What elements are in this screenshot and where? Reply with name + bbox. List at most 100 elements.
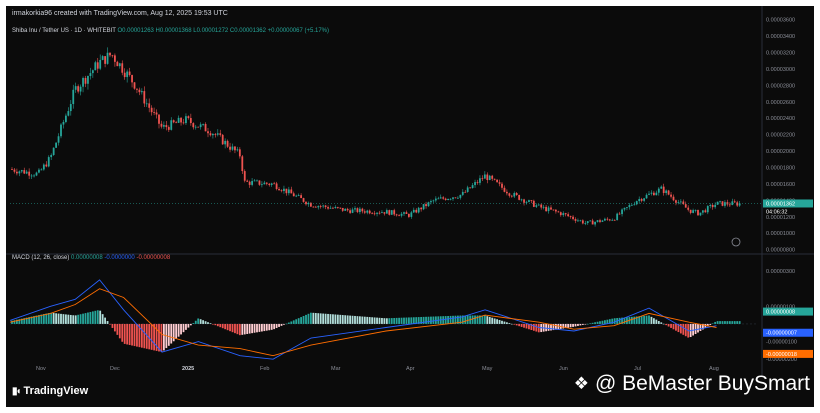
macd-histogram-bar (187, 323, 190, 328)
candle-body (562, 213, 565, 216)
macd-histogram-bar (123, 323, 126, 344)
candle-body (439, 197, 442, 199)
macd-histogram-bar (297, 318, 300, 324)
price-tick-label: 0.00002000 (766, 149, 795, 155)
candle-body (74, 86, 77, 90)
macd-histogram-bar (591, 322, 594, 324)
macd-histogram-bar (79, 314, 82, 324)
macd-histogram-bar (25, 317, 28, 324)
candle-body (79, 86, 82, 92)
macd-histogram-bar (197, 318, 200, 324)
macd-histogram-bar (501, 320, 503, 324)
macd-histogram-bar (368, 317, 371, 324)
binance-icon: ❖ (573, 374, 589, 393)
macd-histogram-bar (349, 315, 351, 324)
candle-body (346, 208, 349, 211)
candle-body (657, 188, 660, 193)
candle-body (314, 206, 317, 208)
macd-histogram-bar (359, 316, 361, 324)
macd-histogram-bar (307, 313, 310, 324)
candle-body (550, 207, 552, 210)
macd-histogram-bar (550, 323, 552, 331)
candle-body (349, 210, 351, 213)
candle-body (219, 133, 222, 135)
candle-body (479, 178, 481, 183)
lightning-icon[interactable] (731, 237, 741, 247)
macd-hist-tag: 0.00000008 (766, 310, 795, 316)
candle-body (33, 175, 35, 177)
candle-body (577, 220, 579, 222)
candle-body (491, 175, 494, 179)
candle-body (623, 207, 626, 210)
macd-histogram-bar (719, 321, 721, 324)
macd-histogram-bar (574, 323, 577, 327)
candle-body (359, 208, 361, 213)
macd-histogram-bar (638, 316, 641, 324)
watermark-text: @ BeMaster BuySmart (594, 372, 810, 395)
tradingview-logo[interactable]: ▮◖ TradingView (12, 385, 88, 397)
macd-histogram-bar (69, 314, 72, 324)
time-tick-label: Dec (110, 366, 120, 372)
candle-body (302, 198, 305, 202)
candle-body (270, 183, 273, 185)
price-tick-label: 0.00002200 (766, 133, 795, 139)
macd-histogram-bar (182, 323, 185, 333)
candle-body (488, 175, 491, 180)
macd-histogram-bar (111, 323, 114, 328)
candle-body (638, 199, 641, 202)
candle-body (89, 73, 92, 76)
candle-body (180, 117, 182, 123)
candle-body (672, 196, 675, 201)
candle-body (373, 213, 376, 215)
candle-body (557, 211, 560, 213)
macd-histogram-bar (692, 323, 694, 336)
macd-histogram-bar (672, 323, 675, 330)
chart-canvas[interactable]: 0.00003600 0.00003400 0.00003200 0.00003000… (6, 6, 814, 407)
candle-body (138, 89, 141, 93)
macd-histogram-bar (319, 313, 322, 324)
macd-histogram-bar (523, 323, 525, 328)
macd-histogram-bar (62, 314, 65, 324)
candle-body (283, 188, 285, 192)
candle-body (464, 191, 467, 193)
macd-histogram-bar (140, 323, 143, 348)
candle-body (160, 123, 163, 127)
candle-body (131, 75, 133, 83)
candle-body (236, 149, 239, 151)
macd-histogram-bar (471, 315, 474, 324)
macd-legend[interactable]: MACD (12, 26, close) 0.00000008 -0.00000… (12, 255, 170, 261)
macd-histogram-bar (226, 323, 229, 331)
macd-histogram-bar (28, 317, 31, 324)
candle-body (25, 171, 28, 174)
candle-body (481, 178, 484, 180)
candle-body (702, 210, 704, 213)
macd-histogram-bar (150, 323, 153, 350)
candle-body (594, 221, 596, 225)
candle-body (368, 210, 371, 214)
candle-body (72, 89, 75, 105)
symbol-legend[interactable]: Shiba Inu / Tether US · 1D · WHITEBIT O0… (12, 28, 329, 34)
candle-body (62, 121, 65, 125)
macd-histogram-bar (148, 323, 151, 350)
macd-histogram-bar (101, 314, 104, 324)
candle-body (45, 164, 48, 167)
candle-body (532, 200, 535, 207)
candle-body (650, 192, 653, 194)
candle-body (733, 201, 736, 203)
macd-histogram-bar (116, 323, 119, 335)
candle-body (287, 189, 290, 194)
macd-histogram-bar (11, 320, 13, 324)
macd-histogram-bar (427, 316, 430, 324)
price-tick-label: 0.00001600 (766, 182, 795, 188)
macd-histogram-bar (444, 316, 447, 324)
candle-body (371, 213, 374, 215)
countdown-tag: 04:06:32 (766, 209, 787, 215)
candle-body (155, 112, 158, 115)
candle-body (564, 213, 567, 215)
macd-histogram-bar (584, 323, 587, 325)
candle-body (167, 127, 170, 130)
macd-histogram-bar (74, 315, 77, 324)
macd-histogram-bar (84, 313, 87, 324)
macd-histogram-bar (356, 316, 359, 324)
candle-body (660, 186, 663, 189)
